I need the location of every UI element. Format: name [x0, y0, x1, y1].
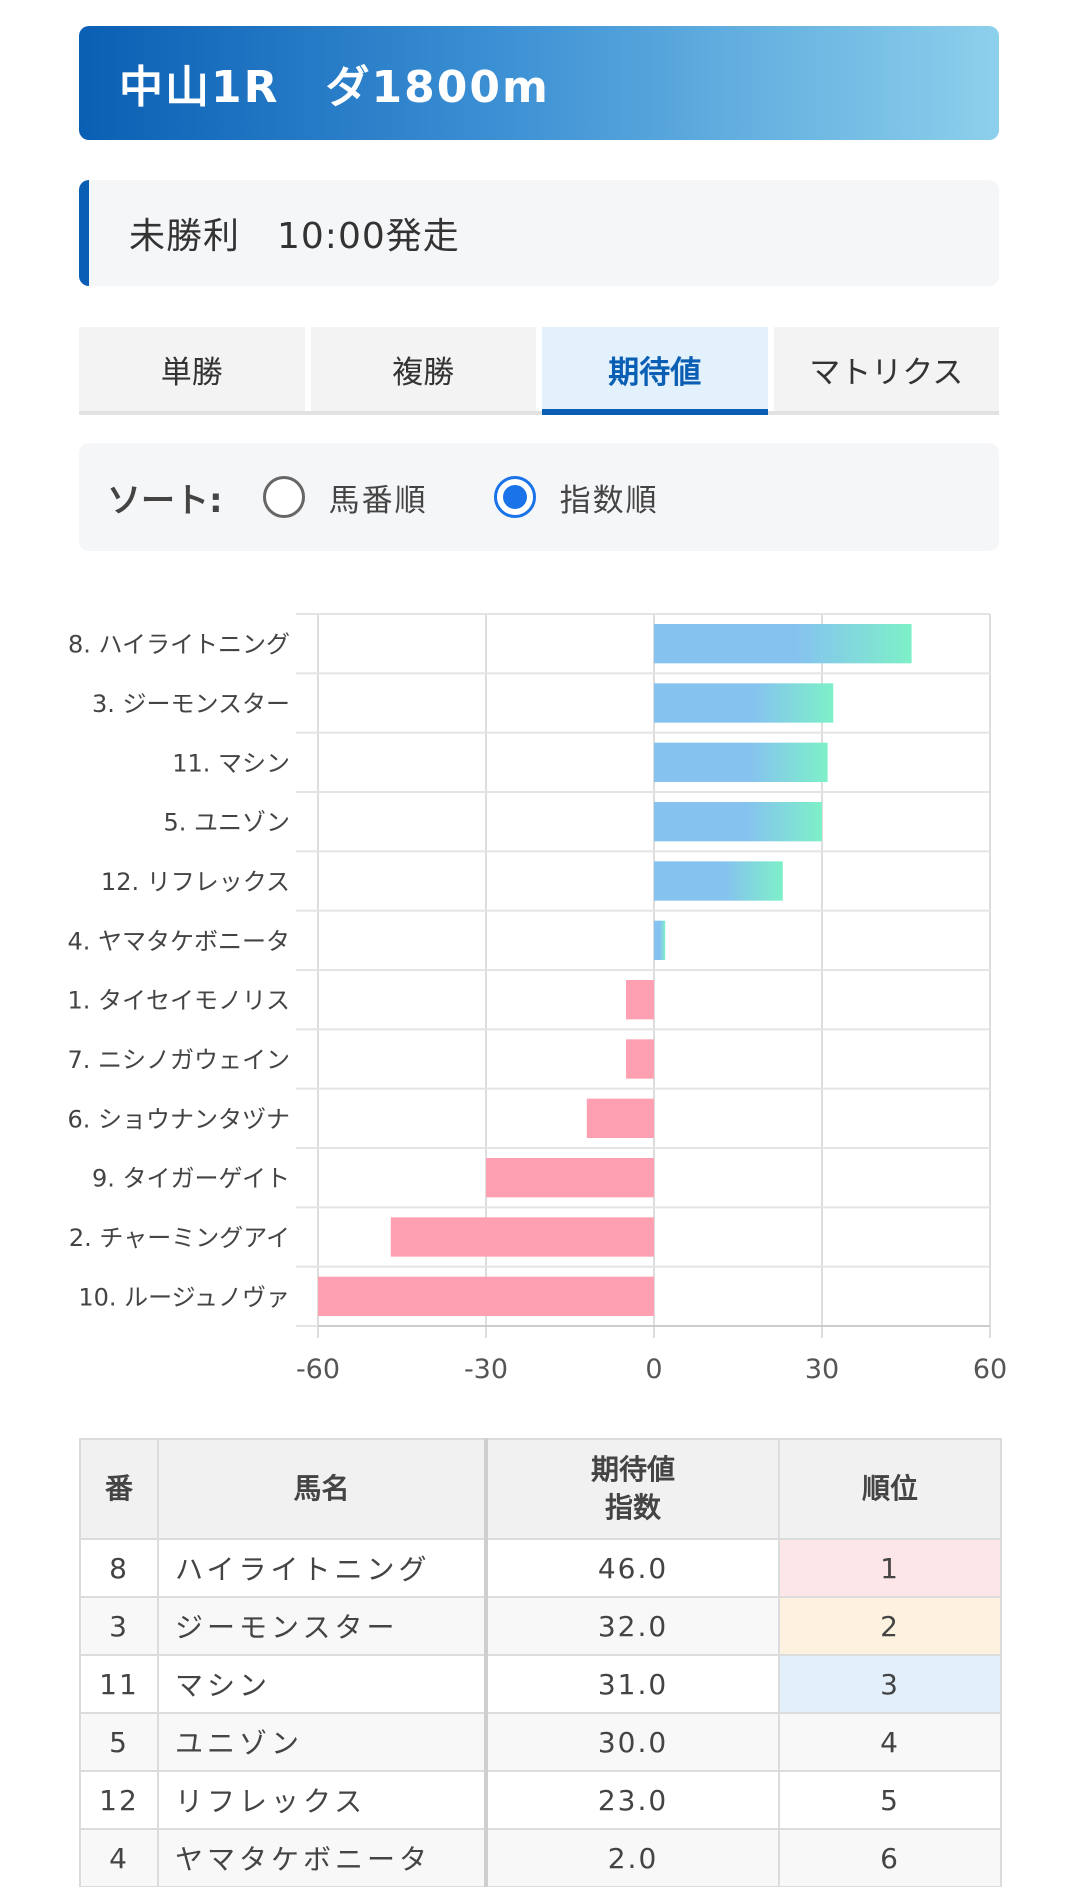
cell-name: リフレックス	[157, 1770, 488, 1830]
cell-index: 23.0	[485, 1770, 780, 1830]
chart-bar[interactable]	[654, 624, 912, 664]
chart-category-label: 12. リフレックス	[101, 868, 290, 896]
cell-index: 2.0	[485, 1828, 780, 1887]
sort-option-index-label: 指数順	[559, 482, 659, 519]
header-index-line1: 期待値	[590, 1453, 675, 1487]
expected-value-table: 番 馬名 期待値 指数 順位 8 ハイライトニング 46.0 1 3 ジーモンス…	[79, 1438, 1002, 1887]
sort-label: ソート:	[107, 480, 223, 521]
cell-rank: 5	[778, 1770, 1002, 1830]
tab-place[interactable]: 複勝	[310, 327, 536, 411]
chart-category-label: 8. ハイライトニング	[68, 631, 290, 659]
cell-num: 8	[79, 1538, 159, 1598]
chart-category-label: 11. マシン	[172, 749, 290, 777]
sort-option-number-label: 馬番順	[328, 482, 428, 519]
cell-rank: 6	[778, 1828, 1002, 1887]
race-header: 中山1R ダ1800m	[79, 26, 999, 140]
header-name[interactable]: 馬名	[157, 1438, 488, 1540]
chart-category-label: 7. ニシノガウェイン	[67, 1046, 290, 1074]
cell-name: ユニゾン	[157, 1712, 488, 1772]
cell-num: 3	[79, 1596, 159, 1656]
table-row[interactable]: 12 リフレックス 23.0 5	[79, 1770, 1002, 1830]
header-num[interactable]: 番	[79, 1438, 159, 1540]
radio-number[interactable]	[262, 476, 305, 518]
cell-num: 4	[79, 1828, 159, 1887]
sort-option-index[interactable]: 指数順	[493, 475, 659, 520]
table-row[interactable]: 5 ユニゾン 30.0 4	[79, 1712, 1002, 1772]
chart-tick-label: -60	[296, 1354, 340, 1385]
cell-index: 30.0	[485, 1712, 780, 1772]
cell-num: 11	[79, 1654, 159, 1714]
race-info-text: 未勝利 10:00発走	[129, 216, 460, 257]
race-title: 中山1R ダ1800m	[119, 62, 550, 113]
chart-bar[interactable]	[586, 1098, 654, 1138]
tab-matrix[interactable]: マトリクス	[773, 327, 999, 411]
chart-category-label: 6. ショウナンタヅナ	[67, 1105, 290, 1133]
chart-category-label: 4. ヤマタケボニータ	[67, 927, 290, 955]
cell-num: 5	[79, 1712, 159, 1772]
chart-bar[interactable]	[390, 1217, 654, 1257]
chart-bar[interactable]	[654, 742, 828, 782]
chart-tick-label: 30	[805, 1354, 839, 1385]
chart-bar[interactable]	[626, 980, 654, 1020]
chart-bar[interactable]	[626, 1039, 654, 1079]
race-info: 未勝利 10:00発走	[79, 180, 999, 286]
table-row[interactable]: 8 ハイライトニング 46.0 1	[79, 1538, 1002, 1598]
chart-category-label: 1. タイセイモノリス	[67, 987, 290, 1015]
chart-bar[interactable]	[654, 683, 834, 723]
cell-rank: 1	[778, 1538, 1002, 1598]
cell-rank: 2	[778, 1596, 1002, 1656]
chart-bar[interactable]	[654, 861, 783, 901]
chart-bar[interactable]	[654, 802, 822, 842]
cell-name: ジーモンスター	[157, 1596, 488, 1656]
chart-category-label: 10. ルージュノヴァ	[78, 1283, 290, 1311]
chart-tick-label: 0	[645, 1354, 662, 1385]
header-rank[interactable]: 順位	[778, 1438, 1002, 1540]
table-row[interactable]: 11 マシン 31.0 3	[79, 1654, 1002, 1714]
cell-num: 12	[79, 1770, 159, 1830]
cell-name: ハイライトニング	[157, 1538, 488, 1598]
chart-category-label: 2. チャーミングアイ	[69, 1224, 290, 1252]
table-header-row: 番 馬名 期待値 指数 順位	[79, 1438, 1002, 1540]
radio-index[interactable]	[493, 476, 536, 518]
chart-tick-label: -30	[464, 1354, 508, 1385]
sort-panel: ソート: 馬番順 指数順	[79, 443, 999, 551]
cell-rank: 3	[778, 1654, 1002, 1714]
chart-bar[interactable]	[318, 1276, 654, 1316]
table-row[interactable]: 4 ヤマタケボニータ 2.0 6	[79, 1828, 1002, 1887]
cell-index: 31.0	[485, 1654, 780, 1714]
chart-bar[interactable]	[486, 1158, 654, 1198]
sort-option-number[interactable]: 馬番順	[262, 475, 428, 520]
tab-bar: 単勝 複勝 期待値 マトリクス	[79, 327, 999, 415]
chart-bar[interactable]	[654, 920, 666, 960]
header-index[interactable]: 期待値 指数	[485, 1438, 780, 1540]
header-index-line2: 指数	[604, 1491, 661, 1524]
tab-win[interactable]: 単勝	[79, 327, 305, 411]
chart-category-label: 3. ジーモンスター	[92, 690, 290, 718]
table-row[interactable]: 3 ジーモンスター 32.0 2	[79, 1596, 1002, 1656]
cell-index: 32.0	[485, 1596, 780, 1656]
chart-category-label: 9. タイガーゲイト	[92, 1165, 290, 1193]
chart-tick-label: 60	[973, 1354, 1007, 1385]
chart-category-label: 5. ユニゾン	[163, 809, 290, 837]
cell-name: マシン	[157, 1654, 488, 1714]
cell-index: 46.0	[485, 1538, 780, 1598]
tab-expected-value[interactable]: 期待値	[542, 327, 768, 415]
cell-name: ヤマタケボニータ	[157, 1828, 488, 1887]
expected-value-chart: 8. ハイライトニング 3. ジーモンスター 11. マシン 5. ユニゾン 12. リ…	[67, 613, 1007, 1385]
cell-rank: 4	[778, 1712, 1002, 1772]
